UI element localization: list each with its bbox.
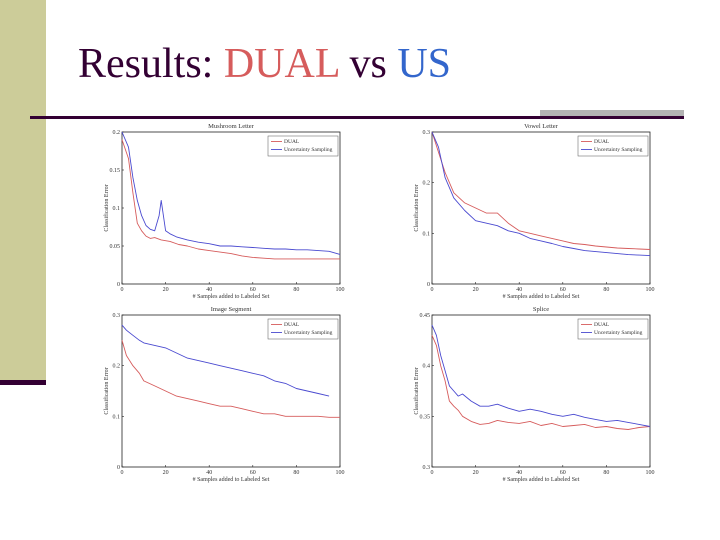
chart-panel-vowel: Vowel Letter 0 20 40 60 80 100 0 0.1 0.2 0.3 # Samp… [410, 122, 685, 312]
title-us: US [397, 41, 452, 87]
y-tick-label: 0 [117, 282, 120, 288]
y-tick-label: 0.3 [113, 313, 121, 319]
y-tick-label: 0.4 [423, 364, 431, 370]
y-tick-label: 0.05 [110, 244, 121, 250]
legend-label: DUAL [284, 139, 300, 145]
x-tick-label: 60 [560, 470, 566, 476]
x-tick-label: 20 [473, 287, 479, 293]
plot-frame [121, 314, 341, 468]
x-tick-label: 100 [646, 470, 655, 476]
legend-box [577, 318, 649, 340]
chart-svg: Splice 0 20 40 60 80 100 0.3 0.35 0.4 0.45 # Sample… [413, 306, 655, 483]
y-tick-label: 0.2 [113, 130, 121, 136]
y-tick-label: 0.35 [420, 414, 431, 420]
y-axis-label: Classification Error [103, 367, 110, 414]
slide-title: Results: DUAL vs US [78, 40, 451, 88]
x-tick-label: 0 [121, 470, 124, 476]
x-tick-label: 80 [293, 470, 299, 476]
x-tick-label: 60 [560, 287, 566, 293]
x-tick-label: 100 [336, 470, 345, 476]
plot-frame [431, 314, 651, 468]
x-tick-label: 0 [431, 470, 434, 476]
y-tick-label: 0.15 [110, 168, 121, 174]
y-tick-label: 0.3 [423, 130, 431, 136]
series-dual-line [121, 340, 340, 418]
x-axis-label: # Samples added to Labeled Set [503, 294, 580, 300]
x-tick-label: 80 [293, 287, 299, 293]
series-uncertainty-line [121, 131, 341, 255]
chart-svg: Vowel Letter 0 20 40 60 80 100 0 0.1 0.2 0.3 # Samp… [413, 123, 655, 300]
x-tick-label: 20 [163, 470, 169, 476]
x-tick-label: 40 [206, 470, 212, 476]
series-uncertainty-line [431, 324, 651, 427]
y-tick-label: 0.1 [113, 414, 121, 420]
legend-label: Uncertainty Sampling [284, 147, 333, 153]
y-tick-label: 0.3 [423, 465, 431, 471]
series-uncertainty-line [121, 324, 330, 397]
y-tick-label: 0.2 [113, 364, 121, 370]
x-tick-label: 100 [646, 287, 655, 293]
title-rule [30, 116, 684, 119]
x-tick-label: 20 [473, 470, 479, 476]
x-tick-label: 80 [603, 470, 609, 476]
x-tick-label: 60 [250, 287, 256, 293]
legend-box [267, 135, 339, 157]
x-tick-label: 80 [603, 287, 609, 293]
y-tick-label: 0 [427, 282, 430, 288]
x-tick-label: 20 [163, 287, 169, 293]
series-dual-line [431, 335, 651, 430]
legend-label: Uncertainty Sampling [284, 330, 333, 336]
x-tick-label: 40 [516, 470, 522, 476]
chart-title: Mushroom Letter [208, 123, 255, 130]
y-axis-label: Classification Error [103, 184, 110, 231]
x-tick-label: 100 [336, 287, 345, 293]
chart-svg: Mushroom Letter 0 20 40 60 80 100 0 0.05 0.1 0.15 0… [103, 123, 345, 300]
title-prefix: Results: [78, 41, 224, 87]
x-axis-label: # Samples added to Labeled Set [193, 477, 270, 483]
x-tick-label: 40 [206, 287, 212, 293]
legend-box [267, 318, 339, 340]
series-dual-line [431, 131, 651, 250]
y-tick-label: 0.45 [420, 313, 431, 319]
chart-svg: Image Segment 0 20 40 60 80 100 0 0.1 0.2 0.3 # Sam… [103, 306, 345, 483]
series-uncertainty-line [431, 131, 651, 257]
y-axis-label: Classification Error [413, 184, 420, 231]
x-tick-label: 60 [250, 470, 256, 476]
x-tick-label: 40 [516, 287, 522, 293]
x-axis-label: # Samples added to Labeled Set [193, 294, 270, 300]
y-tick-label: 0.2 [423, 181, 431, 187]
plot-frame [431, 131, 651, 285]
x-axis-label: # Samples added to Labeled Set [503, 477, 580, 483]
y-axis-label: Classification Error [413, 367, 420, 414]
y-tick-label: 0.1 [113, 206, 121, 212]
title-dual: DUAL [223, 41, 339, 87]
legend-label: Uncertainty Sampling [594, 147, 643, 153]
title-rule-accent [540, 110, 684, 118]
legend-label: DUAL [284, 322, 300, 328]
chart-title: Vowel Letter [524, 123, 558, 130]
x-tick-label: 0 [121, 287, 124, 293]
chart-panel-mushroom: Mushroom Letter 0 20 40 60 80 100 0 0.05 0.1 0.15 0… [100, 122, 375, 312]
chart-panel-image-segment: Image Segment 0 20 40 60 80 100 0 0.1 0.2 0.3 # Sam… [100, 305, 375, 495]
series-dual-line [121, 139, 340, 260]
x-tick-label: 0 [431, 287, 434, 293]
chart-panel-splice: Splice 0 20 40 60 80 100 0.3 0.35 0.4 0.45 # Sample… [410, 305, 685, 495]
y-tick-label: 0.1 [423, 231, 431, 237]
chart-title: Splice [533, 306, 549, 313]
legend-label: DUAL [594, 322, 610, 328]
legend-label: Uncertainty Sampling [594, 330, 643, 336]
chart-title: Image Segment [211, 306, 252, 313]
side-bar-edge [0, 380, 46, 385]
legend-label: DUAL [594, 139, 610, 145]
legend-box [577, 135, 649, 157]
title-vs: vs [338, 41, 398, 87]
decorative-side-bar [0, 0, 46, 380]
y-tick-label: 0 [117, 465, 120, 471]
